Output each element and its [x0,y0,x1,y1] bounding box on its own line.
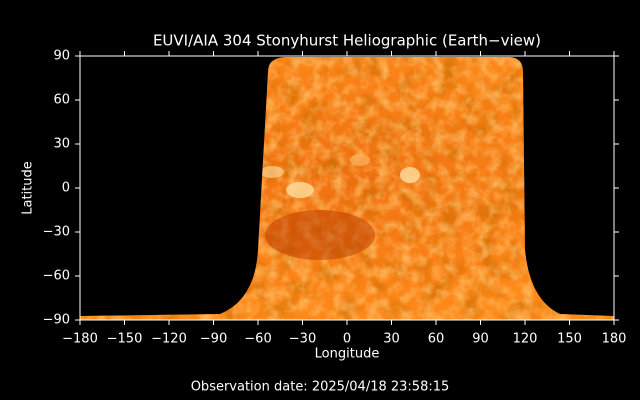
x-tick-label: 0 [343,332,351,347]
x-tick-label: −60 [244,332,271,347]
x-tick-label: −120 [151,332,187,347]
y-tick-label: 30 [53,137,70,152]
x-tick-label: 150 [557,332,582,347]
observation-date: Observation date: 2025/04/18 23:58:15 [191,380,450,395]
x-tick-label: −30 [289,332,316,347]
y-tick-label: −60 [43,269,70,284]
x-tick-label: 120 [513,332,538,347]
y-tick-label: 90 [53,49,70,64]
x-axis-label: Longitude [315,347,380,362]
y-tick-label: −90 [43,313,70,328]
x-tick-label: −150 [107,332,143,347]
x-tick-label: 60 [428,332,445,347]
solar-map [80,57,614,320]
x-tick-label: −90 [200,332,227,347]
y-axis-label: Latitude [21,161,36,215]
y-tick-label: −30 [43,225,70,240]
x-tick-label: 30 [383,332,400,347]
x-tick-label: 180 [602,332,627,347]
y-tick-label: 0 [62,181,70,196]
x-tick-label: −180 [62,332,98,347]
y-tick-label: 60 [53,93,70,108]
x-tick-label: 90 [472,332,489,347]
chart-title: EUVI/AIA 304 Stonyhurst Heliographic (Ea… [153,32,541,50]
